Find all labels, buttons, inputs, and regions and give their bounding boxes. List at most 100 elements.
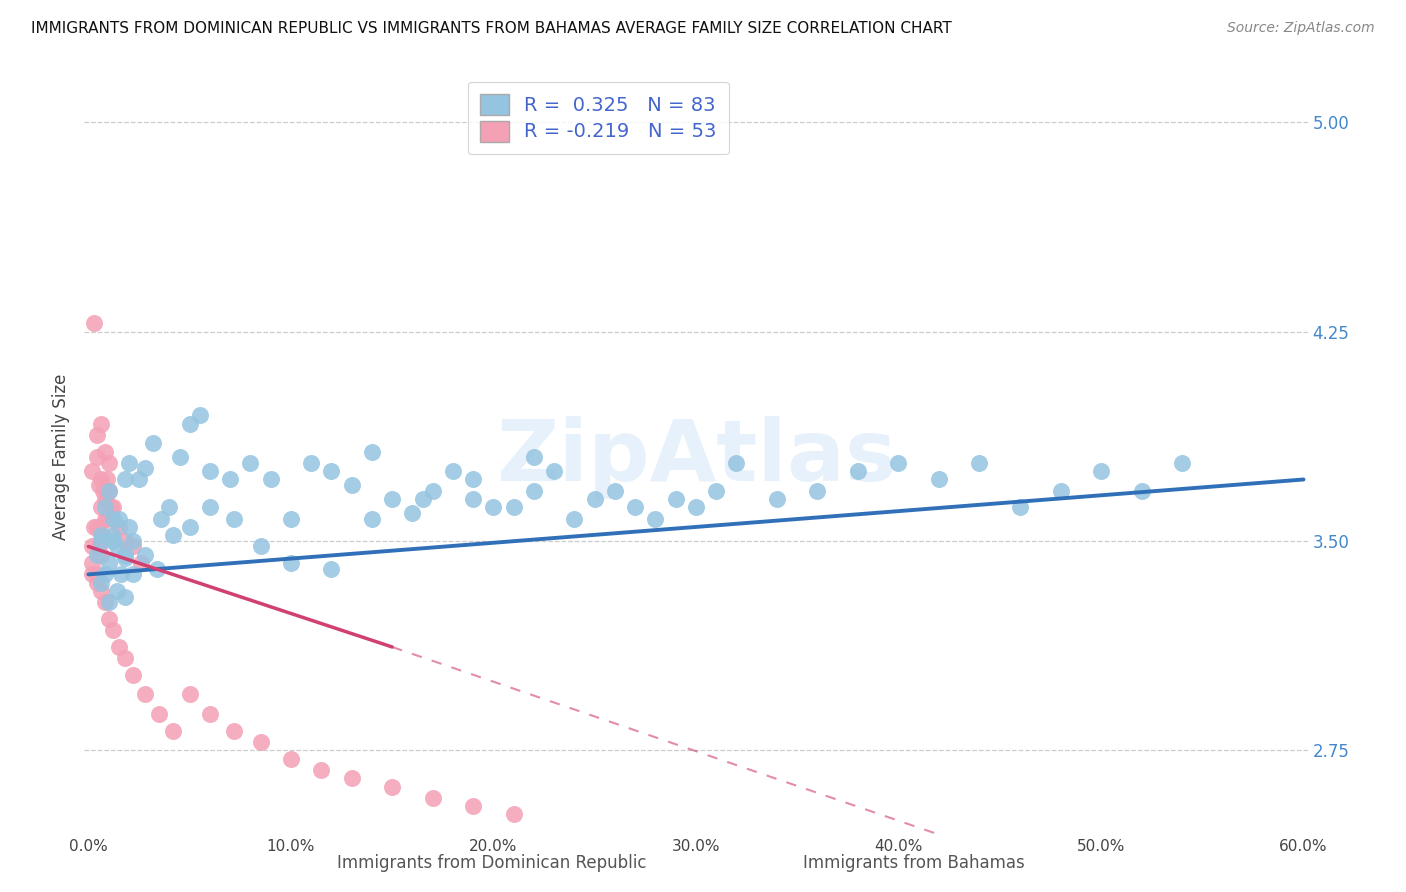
Point	[806, 483, 828, 498]
Point	[162, 723, 184, 738]
Point	[114, 651, 136, 665]
Point	[101, 624, 124, 638]
Point	[114, 590, 136, 604]
Point	[766, 491, 789, 506]
Point	[134, 688, 156, 702]
Point	[321, 562, 343, 576]
Point	[361, 511, 384, 525]
Point	[96, 511, 118, 525]
Point	[91, 483, 114, 498]
Point	[887, 456, 910, 470]
Point	[114, 548, 136, 562]
Point	[93, 567, 115, 582]
Point	[83, 316, 105, 330]
Point	[97, 483, 120, 498]
Point	[422, 790, 444, 805]
Point	[441, 464, 464, 478]
Point	[1090, 464, 1112, 478]
Point	[188, 409, 211, 423]
Point	[82, 540, 104, 554]
Text: Immigrants from Bahamas: Immigrants from Bahamas	[803, 855, 1025, 872]
Point	[97, 612, 120, 626]
Point	[179, 417, 201, 431]
Point	[280, 751, 302, 765]
Point	[107, 511, 129, 525]
Point	[86, 567, 108, 582]
Point	[114, 533, 136, 548]
Point	[90, 528, 112, 542]
Point	[502, 500, 524, 515]
Point	[97, 456, 120, 470]
Point	[90, 417, 112, 431]
Point	[280, 556, 302, 570]
Point	[846, 464, 869, 478]
Point	[86, 450, 108, 464]
Point	[86, 548, 108, 562]
Point	[101, 528, 124, 542]
Point	[86, 427, 108, 442]
Point	[114, 550, 136, 565]
Point	[224, 511, 246, 525]
Point	[134, 461, 156, 475]
Point	[157, 500, 180, 515]
Point	[148, 706, 170, 721]
Y-axis label: Average Family Size: Average Family Size	[52, 374, 70, 541]
Point	[260, 473, 283, 487]
Point	[280, 511, 302, 525]
Point	[340, 771, 363, 785]
Point	[93, 500, 115, 515]
Point	[122, 540, 145, 554]
Point	[100, 500, 122, 515]
Point	[90, 575, 112, 590]
Point	[90, 548, 112, 562]
Point	[564, 511, 586, 525]
Point	[412, 491, 434, 506]
Point	[1008, 500, 1031, 515]
Point	[82, 464, 104, 478]
Point	[401, 506, 423, 520]
Point	[198, 500, 221, 515]
Point	[118, 520, 141, 534]
Point	[311, 763, 333, 777]
Point	[105, 540, 128, 554]
Point	[93, 444, 115, 458]
Point	[1049, 483, 1071, 498]
Point	[463, 473, 485, 487]
Point	[179, 520, 201, 534]
Point	[704, 483, 727, 498]
Point	[83, 520, 105, 534]
Point	[422, 483, 444, 498]
Point	[169, 450, 191, 464]
Point	[107, 640, 129, 654]
Point	[90, 584, 112, 599]
Point	[249, 540, 271, 554]
Point	[224, 723, 246, 738]
Point	[90, 473, 112, 487]
Point	[105, 584, 128, 599]
Point	[122, 567, 145, 582]
Point	[101, 500, 124, 515]
Point	[249, 735, 271, 749]
Point	[129, 556, 152, 570]
Point	[725, 456, 748, 470]
Point	[107, 520, 129, 534]
Text: IMMIGRANTS FROM DOMINICAN REPUBLIC VS IMMIGRANTS FROM BAHAMAS AVERAGE FAMILY SIZ: IMMIGRANTS FROM DOMINICAN REPUBLIC VS IM…	[31, 21, 952, 37]
Point	[603, 483, 626, 498]
Point	[82, 556, 104, 570]
Point	[219, 473, 242, 487]
Point	[122, 533, 145, 548]
Point	[969, 456, 991, 470]
Point	[118, 456, 141, 470]
Point	[86, 575, 108, 590]
Point	[523, 483, 546, 498]
Point	[93, 491, 115, 506]
Point	[101, 533, 124, 548]
Point	[90, 500, 112, 515]
Point	[128, 473, 150, 487]
Point	[93, 511, 115, 525]
Point	[381, 491, 404, 506]
Point	[482, 500, 505, 515]
Point	[97, 483, 120, 498]
Point	[162, 528, 184, 542]
Point	[87, 478, 110, 492]
